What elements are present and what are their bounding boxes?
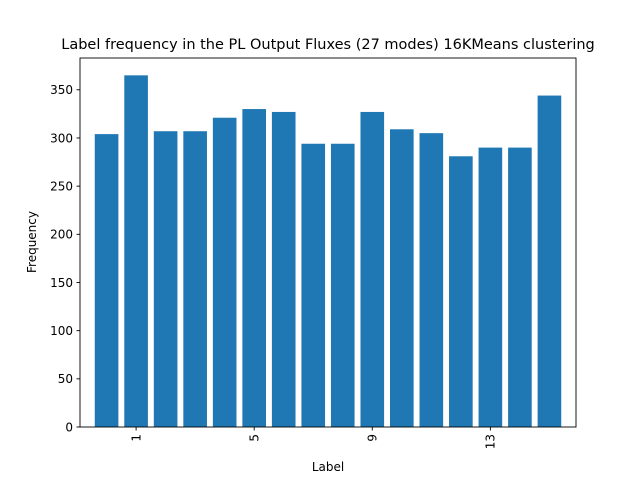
x-tick-label: 9 [366, 434, 380, 442]
bar-label-4 [212, 117, 237, 428]
bars-group [94, 75, 562, 428]
bar-label-7 [301, 143, 326, 427]
y-axis-label: Frequency [25, 211, 39, 273]
bar-label-2 [153, 131, 178, 428]
bar-label-12 [449, 156, 473, 427]
y-tick-label: 300 [50, 131, 73, 145]
y-tick-label: 200 [50, 228, 73, 242]
bar-label-10 [390, 129, 414, 427]
bar-label-5 [242, 109, 266, 428]
x-tick-label: 1 [129, 434, 143, 442]
chart-title: Label frequency in the PL Output Fluxes … [61, 37, 595, 53]
bar-label-8 [330, 143, 355, 427]
x-axis-label: Label [312, 460, 344, 474]
plot-frame [79, 57, 577, 428]
x-axis: 1 5 9 13 [129, 427, 498, 449]
bar-label-3 [183, 131, 207, 428]
y-tick-label: 0 [65, 420, 73, 434]
bar-label-9 [360, 111, 385, 427]
bar-label-15 [537, 95, 562, 428]
bar-label-13 [478, 147, 503, 427]
y-tick-label: 250 [50, 179, 73, 193]
y-tick-label: 100 [50, 324, 73, 338]
y-tick-label: 150 [50, 276, 73, 290]
bar-label-11 [419, 133, 444, 428]
y-axis: 0 50 100 150 200 250 300 350 [50, 83, 80, 434]
bar-label-14 [508, 147, 532, 427]
bar-label-0 [94, 134, 119, 427]
y-tick-label: 350 [50, 83, 73, 97]
y-tick-label: 50 [58, 372, 73, 386]
bar-label-1 [124, 75, 148, 427]
bar-label-6 [271, 111, 296, 427]
x-tick-label: 13 [484, 434, 498, 449]
x-tick-label: 5 [247, 434, 261, 442]
